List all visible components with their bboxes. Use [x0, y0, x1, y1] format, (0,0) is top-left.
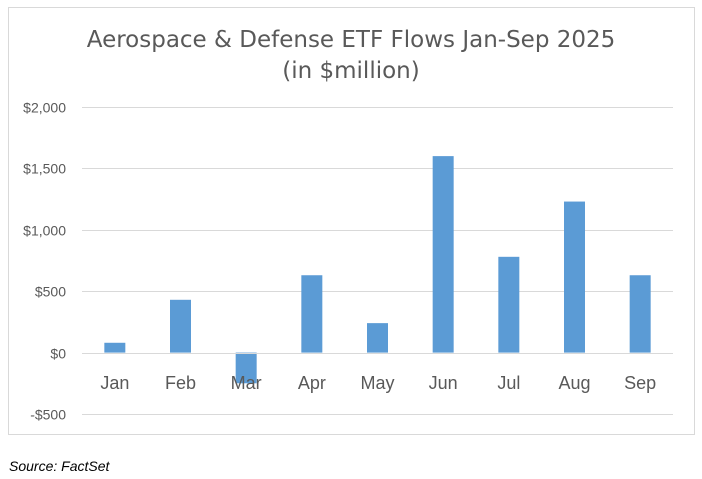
- x-tick-label: May: [360, 373, 394, 393]
- x-tick-label: Jul: [497, 373, 520, 393]
- tick-labels: $2,000 $1,500 $1,000 $500 $0 -$500 Jan Feb Mar Ap…: [23, 100, 656, 423]
- x-tick-label: Apr: [298, 373, 326, 393]
- bar: [432, 156, 454, 353]
- y-tick-label: $2,000: [23, 100, 66, 116]
- chart-subtitle: (in $million): [282, 58, 420, 84]
- bar: [564, 201, 585, 353]
- y-tick-label: $1,500: [23, 161, 66, 177]
- bar: [235, 352, 257, 384]
- bars: [104, 156, 651, 384]
- bar: [301, 275, 323, 353]
- x-tick-label: Jun: [429, 373, 458, 393]
- y-tick-label: $500: [35, 284, 66, 300]
- x-tick-label: Aug: [558, 373, 590, 393]
- x-tick-label: Jan: [100, 373, 129, 393]
- y-tick-label: -$500: [30, 407, 66, 423]
- x-tick-label: Sep: [624, 373, 656, 393]
- y-tick-label: $1,000: [23, 223, 66, 239]
- chart-title: Aerospace & Defense ETF Flows Jan-Sep 20…: [86, 27, 616, 53]
- x-tick-label: Feb: [165, 373, 196, 393]
- bar: [498, 256, 520, 353]
- source-note: Source: FactSet: [9, 458, 110, 474]
- bar: [629, 275, 651, 353]
- x-tick-label: Mar: [231, 373, 262, 393]
- y-tick-label: $0: [50, 346, 66, 362]
- bar: [170, 299, 191, 353]
- bar: [104, 342, 126, 353]
- bar: [367, 323, 388, 353]
